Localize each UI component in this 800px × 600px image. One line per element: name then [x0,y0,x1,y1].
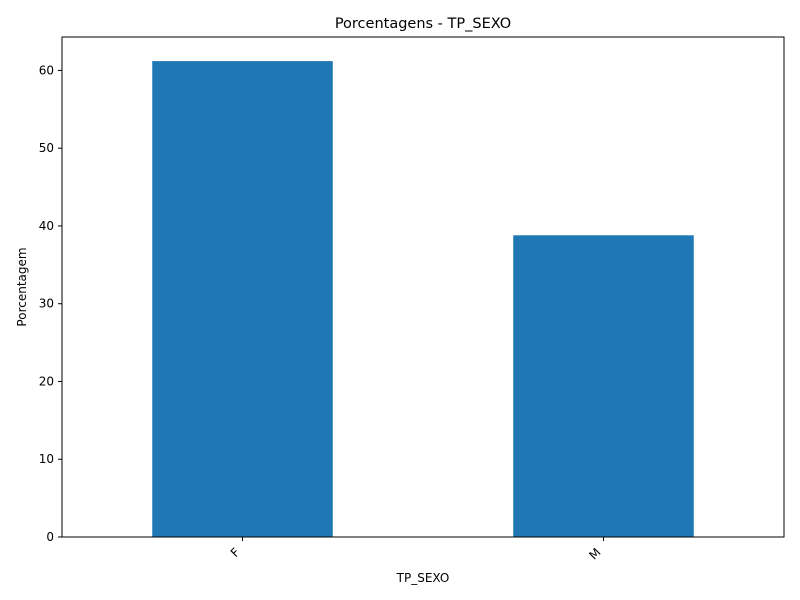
plot-frame [61,36,785,538]
bar-m [513,235,694,537]
x-axis-label: TP_SEXO [396,571,450,585]
y-tick-label-0: 0 [46,530,54,544]
chart-title: Porcentagens - TP_SEXO [335,16,511,32]
y-tick-label-20: 20 [39,374,54,388]
y-tick-label-50: 50 [39,141,54,155]
y-tick-label-60: 60 [39,63,54,77]
bar-f [152,61,333,538]
x-tick-label-m: M [586,545,603,562]
bars-group [152,61,694,538]
y-axis-label: Porcentagem [15,247,29,326]
y-tick-label-10: 10 [39,452,54,466]
y-axis: 0 10 20 30 40 50 60 [39,63,62,544]
y-tick-label-40: 40 [39,219,54,233]
x-tick-label-f: F [228,545,243,560]
y-tick-label-30: 30 [39,297,54,311]
